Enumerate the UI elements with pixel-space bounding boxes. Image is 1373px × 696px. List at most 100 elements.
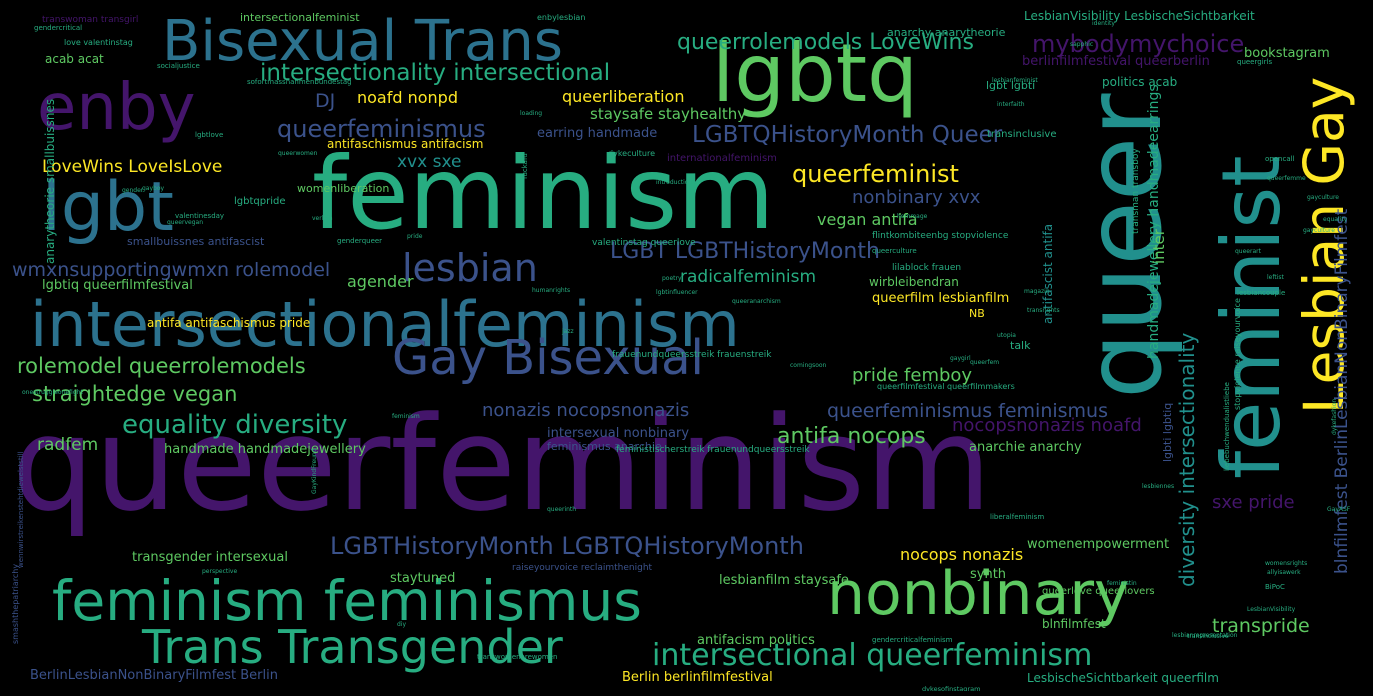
word-feminism-feminismus: feminism feminismus [52,569,642,633]
word-berlin-berlinfilmfestival: Berlin berlinfilmfestival [622,670,773,685]
word-lesbianfilm-staysafe: lesbianfilm staysafe [719,573,849,588]
word-queerrolemodels-lovewins: queerrolemodels LoveWins [677,30,974,55]
word-magazin: magazin [1024,288,1050,295]
word-vegan-antifa: vegan antifa [817,210,918,229]
word-queerfeminismus-feminismus: queerfeminismus feminismus [827,400,1109,422]
word-gay-bisexual: Gay Bisexual [392,330,704,386]
word-diversity-intersectionality: diversity intersectionality [1175,332,1199,587]
word-gayculture: gayculture [1303,227,1335,234]
word-dykefashion: dykefashion [1331,398,1338,435]
word-transrights: transrights [1027,307,1060,314]
word-allyisawerk: allyisawerk [1267,569,1301,576]
word-lesbianfeminist: lesbianfeminist [992,77,1038,84]
word-lesbiennes: lesbiennes [1142,483,1175,490]
word-lesbianvisibility-lesbischesichtbarkeit: LesbianVisibility LesbischeSichtbarkeit [1024,9,1255,23]
word-transgender-intersexual: transgender intersexual [132,550,288,565]
word-gender: gender [122,187,144,194]
word-feminism: feminism [312,135,775,252]
word-feminism-small: feminism [392,413,420,420]
word-sxe-pride: sxe pride [1212,492,1295,513]
word-wmxn-rolemodel: wmxnsupportingwmxn rolemodel [12,259,331,281]
word-identity: identity [1092,20,1115,27]
word-handmade-handmadejewellery: handmade handmadejewellery [164,442,366,457]
word-genderqueer: genderqueer [337,237,383,245]
word-lgbthm-lgbtqhm: LGBTHistoryMonth LGBTQHistoryMonth [330,532,804,560]
word-feministischerstreik: feministischerstreik frauenundqueersstre… [616,445,810,455]
word-womenliberation: womenliberation [297,182,390,195]
word-lgbtiq-queerfilmfestival: lgbtiq queerfilmfestival [42,278,193,293]
word-radicalfeminism: radicalfeminism [680,267,817,287]
word-perspective: perspective [202,568,238,575]
word-lgbt-lgbti: lgbt lgbti [986,79,1036,92]
word-noafd-nonpd: noafd nonpd [357,88,458,107]
word-nocopsnonazis-noafd: nocopsnonazis noafd [952,415,1142,436]
word-fuckafd: fuckafd [521,153,529,179]
word-liberalfeminism: liberalfeminism [990,513,1045,521]
word-gayculture2: gayculture [1307,194,1339,201]
word-berlinfilmfestival-queerberlin: berlinfilmfestival queerberlin [1022,54,1210,69]
word-queerfilmfestival-queerfilmmakers: queerfilmfestival queerfilmmakers [877,382,1015,391]
word-queerart: queerart [1235,248,1261,255]
word-transinclusive: transinclusive [987,129,1057,140]
word-queerliberation: queerliberation [562,87,685,106]
word-gayasf: GayASF [1327,506,1351,513]
word-anarchie-anarchy: anarchie anarchy [969,440,1082,455]
word-lesbiancouple: lesbiancouple [1237,289,1286,297]
word-acab-acat: acab acat [45,52,104,66]
word-lgbt-lgbthm: LGBT LGBTHistoryMonth [610,239,880,264]
word-bipoc: BiPoC [1265,583,1285,591]
word-transwomenarewomen: transwomenarewomen [477,653,558,661]
word-onestruggleonefight: onestruggleonefight [22,389,83,396]
word-anarytheorie-smallbuissnes: anarytheorie smallbuissnes [43,98,57,264]
word-equality2: equality [1323,216,1348,223]
word-wirbleibendran: wirbleibendran [869,275,959,289]
word-dj: DJ [315,90,336,112]
word-queerfem: queerfem [970,359,1000,366]
word-equality-diversity: equality diversity [122,410,348,440]
word-lesbianrepresentation: lesbianrepresentation [1172,632,1238,639]
word-flintkombitee-stopviolence: flintkombiteenbg stopviolence [872,231,1009,241]
word-feministin: feministin [1107,580,1137,587]
word-queeranarchism: queeranarchism [732,298,781,305]
word-jazz: jazz [562,328,574,335]
word-interfaith: interfaith [997,101,1025,108]
word-handmadejewellery-earrings: handmadejewellery handmadeearrings [1146,84,1162,359]
word-introduction: introduction [656,179,693,186]
word-womensrights: womensrights [1265,560,1308,567]
word-queerfeminism: queerfeminism [12,388,992,540]
word-valentinsday: valentinesday [175,212,225,220]
word-antifaschismus-antifacism: antifaschismus antifacism [327,137,484,151]
word-pride-femboy: pride femboy [852,365,973,386]
word-sapphic: sapphic [1070,41,1094,48]
word-raiseyourvoice-reclaimthenight: raiseyourvoice reclaimthenight [512,563,653,573]
word-nocops-nonazis: nocops nonazis [900,545,1024,564]
word-lgbti-lgbtiq: lgbti lgbtiq [1161,402,1174,462]
word-poetry: poetry [662,275,682,282]
word-gendercritical: gendercritical [34,24,83,32]
word-nonbinary-xvx: nonbinary xvx [852,187,981,208]
word-internationalfeminism: internationalfeminism [667,153,777,164]
word-stopviolence-raiseyourvoice: stopviolence raiseyourvoice [1233,298,1242,410]
word-utopia: utopia [997,332,1016,339]
word-verleih: verleih [312,215,333,222]
word-queerfemme: queerfemme [1267,175,1306,182]
word-antifacism-politics: antifacism politics [697,633,815,648]
word-intersectionalfeminist: intersectionalfeminist [240,11,360,24]
word-nonazis-nocopsnonazis: nonazis nocopsnonazis [482,400,690,421]
word-transman-transboy: transman transboy [1131,148,1141,234]
word-berlinlesbian-berlin: BerlinLesbianNonBinaryFilmfest Berlin [30,668,278,683]
word-queerinth: queerinth [547,506,577,513]
word-radfem: radfem [37,435,99,455]
word-antifa-nocops: antifa nocops [777,424,926,449]
word-queerwomen: queerwomen [278,150,318,157]
word-gaykindfreund: GayKindFreund [311,448,318,494]
word-lgbtinfluencer: lgbtinfluencer [656,289,698,296]
word-straightedge-vegan: straightedge vegan [32,382,238,406]
word-sofortmassnahmen: sofortmassnahmenbundestag [247,78,352,86]
word-blnfilmfest-berlinlesbian: blnfilmfest BerlinLesbianNonBinaryFilmfe… [1332,208,1352,574]
word-womenempowerment: womenempowerment [1027,537,1170,552]
word-antifa-antifaschismus-pride: antifa antifaschismus pride [147,316,311,330]
word-politics-acab: politics acab [1102,75,1178,89]
word-valentinstag-queerlove: valentinstag queerlove [592,238,696,248]
word-rolemodel-queerrolemodels: rolemodel queerrolemodels [17,354,306,378]
